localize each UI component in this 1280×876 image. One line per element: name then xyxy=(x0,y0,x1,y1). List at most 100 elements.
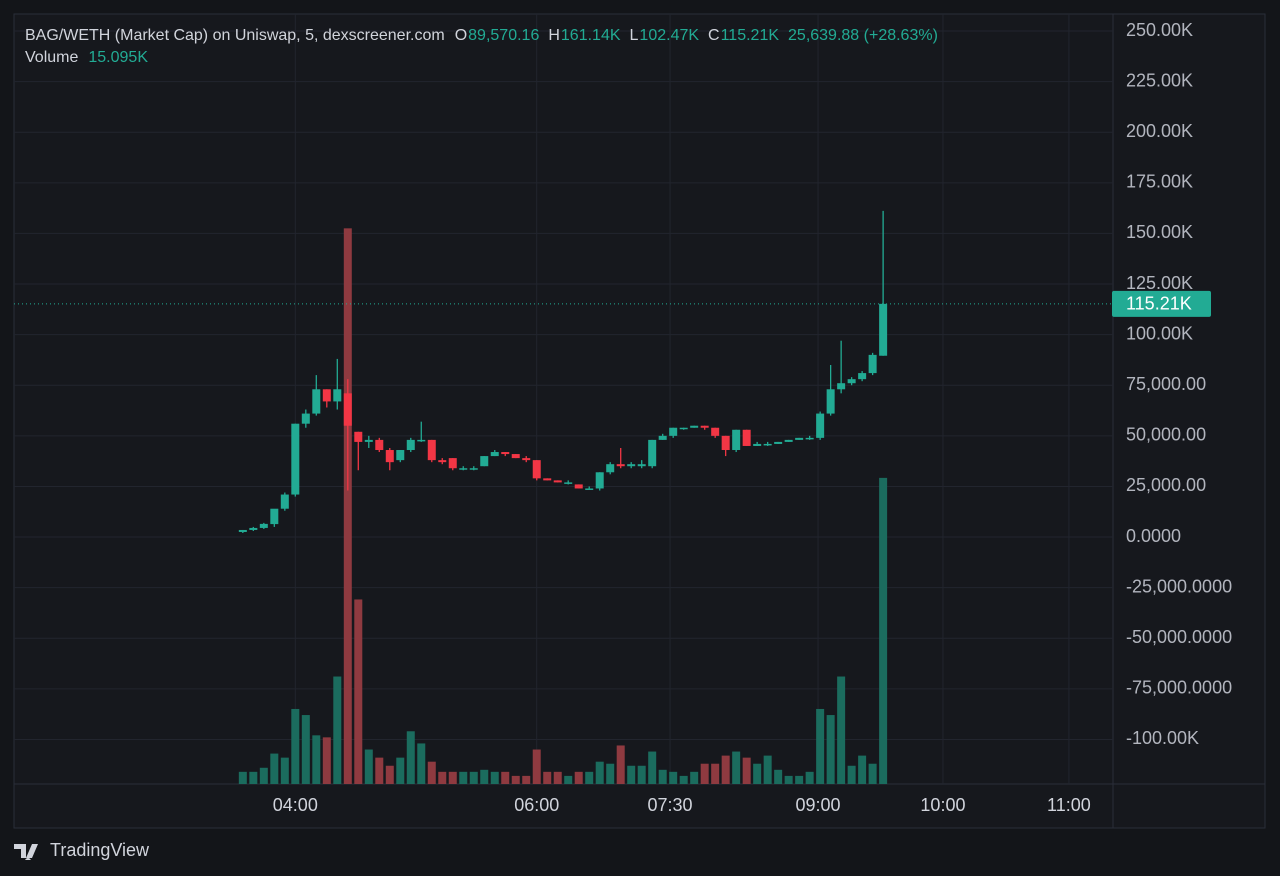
candle-body xyxy=(280,494,289,509)
volume-bar xyxy=(795,775,804,784)
candle-body xyxy=(406,439,415,451)
volume-bar xyxy=(553,771,562,784)
candle-body xyxy=(343,393,352,426)
volume-bar xyxy=(238,771,247,784)
legend-header: BAG/WETH (Market Cap) on Uniswap, 5, dex… xyxy=(25,25,947,69)
volume-bar xyxy=(816,708,825,784)
price-tag-bg xyxy=(1112,290,1211,317)
volume-bar xyxy=(648,751,657,784)
candle-body xyxy=(301,413,310,424)
high-key: H xyxy=(548,27,560,44)
candle-body xyxy=(322,389,331,402)
candle-body xyxy=(249,527,258,530)
candle-body xyxy=(700,425,709,428)
candle-body xyxy=(270,508,279,525)
volume-bar xyxy=(501,771,510,784)
candle-body xyxy=(375,439,384,451)
volume-bar xyxy=(270,753,279,784)
candle-body xyxy=(721,435,730,451)
volume-bar xyxy=(606,763,615,784)
volume-bar xyxy=(879,477,888,784)
y-tick-label: 100.00K xyxy=(1126,323,1193,343)
candle-body xyxy=(511,454,520,459)
candle-body xyxy=(637,464,646,467)
volume-bar xyxy=(364,749,373,784)
candle-body xyxy=(669,427,678,436)
candle-body xyxy=(564,482,573,484)
volume-bar xyxy=(595,761,604,784)
candle-body xyxy=(711,427,720,436)
candle-body xyxy=(742,429,751,446)
candle-body xyxy=(837,383,846,390)
high-value: 161.14K xyxy=(560,27,621,44)
open-key: O xyxy=(454,27,468,44)
candle-body xyxy=(847,379,856,384)
volume-bar xyxy=(511,775,520,784)
low-value: 102.47K xyxy=(639,27,700,44)
volume-bar xyxy=(522,775,531,784)
candle-body xyxy=(532,460,541,479)
brand-name: TradingView xyxy=(50,840,150,860)
volume-bar xyxy=(490,771,499,784)
candle-body xyxy=(417,439,426,442)
volume-bar xyxy=(711,763,720,784)
volume-bar xyxy=(763,755,772,784)
candle-body xyxy=(690,425,699,428)
volume-bar xyxy=(385,765,394,784)
candle-body xyxy=(732,429,741,451)
volume-bar xyxy=(406,731,415,784)
candle-body xyxy=(522,458,531,461)
x-tick-label: 09:00 xyxy=(796,795,841,815)
x-tick-label: 11:00 xyxy=(1047,795,1091,815)
x-tick-label: 10:00 xyxy=(920,795,965,815)
candle-body xyxy=(753,443,762,446)
brand-logo xyxy=(14,843,38,860)
volume-bar xyxy=(354,599,363,784)
volume-bar xyxy=(480,769,489,784)
candle-body xyxy=(364,439,373,442)
brand: TradingView xyxy=(14,840,149,861)
candle-body xyxy=(784,439,793,442)
candle-body xyxy=(354,431,363,442)
candle-body xyxy=(648,439,657,467)
volume-bar xyxy=(616,745,625,784)
volume-bar xyxy=(742,757,751,784)
volume-bar xyxy=(532,749,541,784)
y-tick-label: 175.00K xyxy=(1126,172,1193,192)
y-tick-label: 125.00K xyxy=(1126,273,1193,293)
y-tick-label: 250.00K xyxy=(1126,20,1193,40)
y-tick-label: 75,000.00 xyxy=(1126,374,1206,394)
price-tag: 115.21K xyxy=(1126,294,1192,314)
candle-body xyxy=(396,450,405,461)
candle-body xyxy=(658,435,667,440)
open-value: 89,570.16 xyxy=(468,27,540,44)
y-tick-label: 225.00K xyxy=(1126,70,1193,90)
volume-bar xyxy=(280,757,289,784)
volume-bar xyxy=(784,775,793,784)
y-tick-label: -75,000.0000 xyxy=(1126,678,1232,698)
y-tick-label: 25,000.00 xyxy=(1126,475,1206,495)
volume-bar xyxy=(658,769,667,784)
volume-bar xyxy=(448,771,457,784)
volume-bar xyxy=(438,771,447,784)
x-tick-label: 04:00 xyxy=(273,795,318,815)
candle-body xyxy=(238,529,247,532)
candle-body xyxy=(606,464,615,473)
candle-body xyxy=(490,452,499,457)
candle-body xyxy=(805,437,814,440)
candle-body xyxy=(879,303,888,356)
volume-bar xyxy=(343,228,352,784)
candle-body xyxy=(501,452,510,455)
candle-body xyxy=(438,460,447,463)
volume-bar xyxy=(585,771,594,784)
volume-bar xyxy=(837,676,846,784)
volume-bar xyxy=(690,771,699,784)
volume-bar xyxy=(259,767,268,784)
candle-body xyxy=(553,480,562,483)
volume-bar xyxy=(868,763,877,784)
y-tick-label: -25,000.0000 xyxy=(1126,576,1232,596)
volume-bar xyxy=(564,775,573,784)
volume-value: 15.095K xyxy=(88,49,148,66)
y-tick-label: 200.00K xyxy=(1126,121,1193,141)
